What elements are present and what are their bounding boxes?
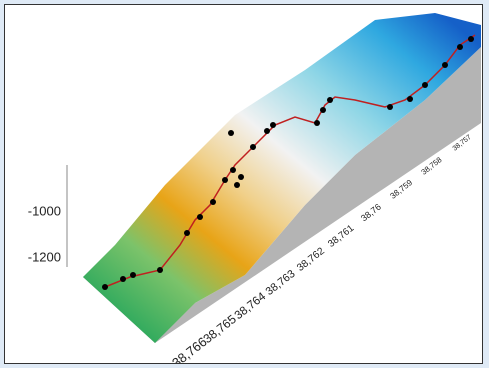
x-tick-label: 38,762	[295, 246, 327, 274]
x-tick-label: 38,76	[359, 202, 383, 224]
x-tick-label: 38,763	[264, 268, 298, 298]
x-tick-label: 38,761	[326, 223, 356, 250]
x-tick-label: 38,765	[201, 312, 239, 346]
x-tick-label: 38,764	[232, 290, 269, 323]
z-tick-label: -1200	[28, 249, 61, 264]
terrain-view: -1000-120038,76638,76538,76438,76338,762…	[5, 5, 482, 363]
page: {"axes": {"z_ticks": ["-1000", "-1200"],…	[0, 0, 489, 368]
terrain-surface	[83, 13, 481, 343]
z-tick-label: -1000	[28, 203, 61, 218]
